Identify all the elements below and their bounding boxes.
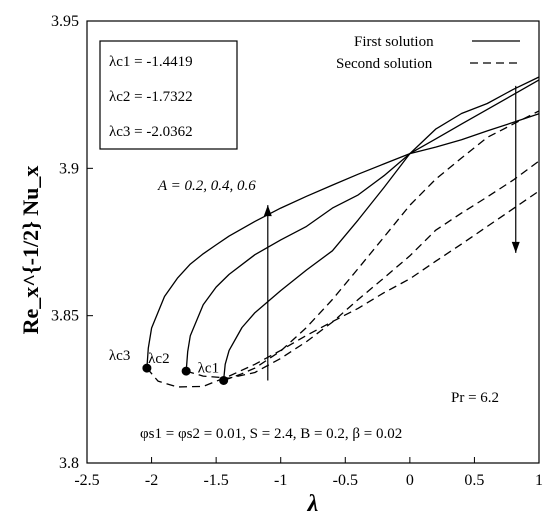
- critical-value-1: λc1 = -1.4419: [109, 54, 193, 70]
- x-tick-label: -1.5: [203, 472, 228, 489]
- second-solution-curve: [146, 190, 540, 388]
- param-arrow-label: A = 0.2, 0.4, 0.6: [157, 178, 256, 194]
- legend-second-label: Second solution: [336, 56, 433, 72]
- x-tick-label: -1: [274, 472, 287, 489]
- x-tick-label: 1: [535, 472, 543, 489]
- plot-frame: [86, 20, 540, 464]
- y-tick-label: 3.85: [51, 308, 79, 325]
- critical-point: [142, 363, 152, 373]
- y-tick-label: 3.95: [51, 13, 79, 30]
- critical-values-box: [99, 40, 238, 150]
- prandtl-label: Pr = 6.2: [451, 390, 499, 406]
- x-tick-label: 0.5: [464, 472, 484, 489]
- critical-point: [219, 375, 229, 385]
- critical-value-3: λc3 = -2.0362: [109, 124, 193, 140]
- second-solution-curve: [223, 110, 540, 382]
- y-tick-label: 3.9: [59, 160, 79, 177]
- legend-first-label: First solution: [354, 34, 434, 50]
- parameter-arrow-head: [511, 241, 520, 253]
- x-tick-label: -2: [145, 472, 158, 489]
- curves-group: λc1 λc2 λc3: [109, 76, 540, 388]
- critical-point-label: λc1: [198, 360, 219, 376]
- critical-value-2: λc2 = -1.7322: [109, 89, 193, 105]
- x-tick-label: -2.5: [74, 472, 99, 489]
- first-solution-curve: [185, 79, 540, 372]
- critical-point: [181, 366, 191, 376]
- y-ticks-group: 3.8 3.85 3.9 3.95: [51, 13, 93, 472]
- parameter-arrow-head: [263, 205, 272, 217]
- first-solution-curve: [222, 76, 540, 381]
- y-axis-title: Re_x^{-1/2} Nu_x: [18, 166, 43, 335]
- x-axis-title: λ: [307, 491, 319, 517]
- x-tick-label: -0.5: [333, 472, 358, 489]
- y-tick-label: 3.8: [59, 455, 79, 472]
- x-ticks-group: -2.5 -2 -1.5 -1 -0.5 0 0.5 1: [74, 457, 543, 489]
- first-solution-curve: [146, 113, 540, 369]
- parameters-label: φs1 = φs2 = 0.01, S = 2.4, B = 0.2, β = …: [140, 426, 402, 442]
- x-tick-label: 0: [406, 472, 414, 489]
- critical-point-label: λc3: [109, 348, 130, 364]
- second-solution-curve: [186, 160, 540, 379]
- critical-point-label: λc2: [148, 351, 169, 367]
